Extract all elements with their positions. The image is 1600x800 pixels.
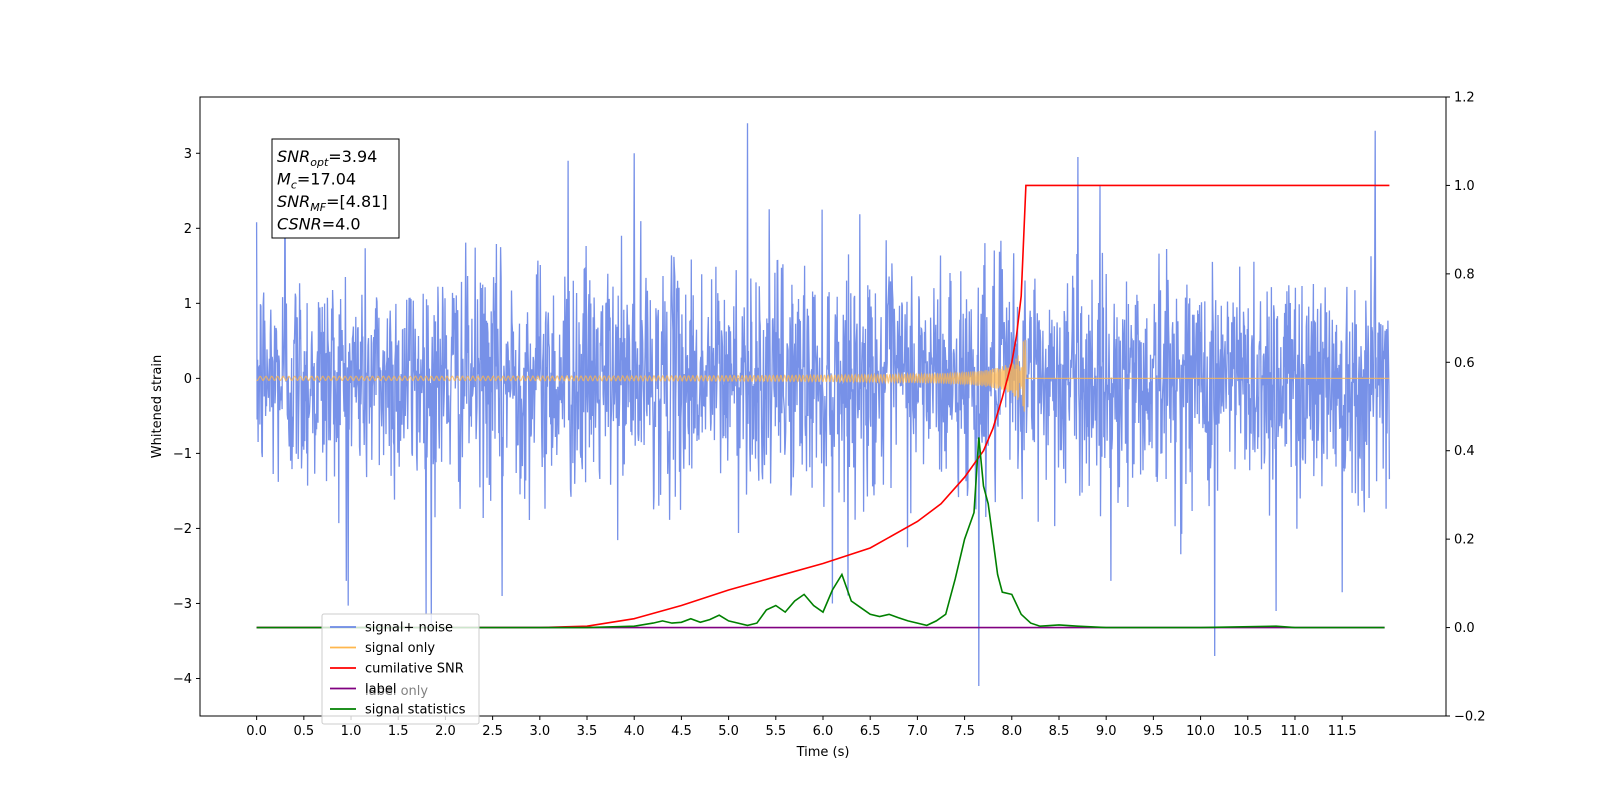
x-tick-label: 2.0	[435, 724, 456, 739]
signal-noise-line	[255, 123, 1391, 687]
y-left-tick-label: 1	[184, 297, 192, 312]
y-right-tick-label: 1.0	[1454, 179, 1475, 194]
x-tick-label: 7.5	[954, 724, 975, 739]
signal-only-line	[256, 339, 1390, 412]
info-line: SNRMF=[4.81]	[277, 192, 388, 214]
y-right-tick-label: 0.6	[1454, 356, 1475, 371]
legend: label only signal+ noise signal only cumila…	[321, 613, 480, 725]
y-right-tick-label: 0.8	[1454, 267, 1475, 282]
info-line: SNRopt=3.94	[277, 147, 377, 169]
x-axis-label: Time (s)	[796, 745, 850, 760]
x-tick-label: 4.0	[624, 724, 645, 739]
legend-label: cumilative SNR	[365, 662, 464, 677]
plot-area	[255, 123, 1391, 687]
x-tick-label: 0.0	[246, 724, 267, 739]
y-left-tick-label: −4	[173, 672, 192, 687]
x-tick-label: 1.5	[388, 724, 409, 739]
legend-label: label	[365, 682, 396, 697]
legend-frame	[321, 613, 480, 725]
x-tick-label: 8.5	[1049, 724, 1070, 739]
x-tick-label: 0.5	[293, 724, 314, 739]
y-right-axis-ticks: 1.2 1.0 0.8 0.6 0.4 0.2 0.0 −0.2	[1446, 91, 1486, 725]
x-tick-label: 6.0	[813, 724, 834, 739]
x-tick-label: 7.0	[907, 724, 928, 739]
x-tick-label: 10.0	[1186, 724, 1215, 739]
y-right-tick-label: 0.2	[1454, 533, 1475, 548]
signal-noise-series	[255, 123, 1391, 687]
x-tick-label: 11.5	[1328, 724, 1357, 739]
legend-label: signal only	[365, 641, 435, 656]
x-tick-label: 11.0	[1280, 724, 1309, 739]
y-left-tick-label: 3	[184, 147, 192, 162]
cumilative-snr-line	[256, 184, 1390, 629]
legend-label: signal statistics	[365, 703, 466, 718]
x-axis-ticks: 0.0 0.5 1.0 1.5 2.0 2.5 3.0 3.5 4.0 4.5 5.0 5.5 6.0 6…	[246, 716, 1357, 739]
x-tick-label: 8.0	[1001, 724, 1022, 739]
y-right-tick-label: −0.2	[1454, 710, 1486, 725]
y-right-tick-label: 1.2	[1454, 91, 1475, 106]
x-tick-label: 6.5	[860, 724, 881, 739]
legend-overlap-text: label only	[365, 684, 428, 699]
signal-statistics-line	[256, 437, 1385, 629]
x-tick-label: 4.5	[671, 724, 692, 739]
info-box-frame	[271, 138, 400, 239]
y-left-tick-label: 0	[184, 372, 192, 387]
info-line: CSNR=4.0	[277, 215, 361, 234]
y-right-tick-label: 0.4	[1454, 444, 1475, 459]
info-line: Mc=17.04	[277, 170, 356, 192]
legend-label: signal+ noise	[365, 621, 453, 636]
x-tick-label: 9.5	[1143, 724, 1164, 739]
x-tick-label: 3.0	[529, 724, 550, 739]
y-left-tick-label: 2	[184, 222, 192, 237]
x-tick-label: 2.5	[482, 724, 503, 739]
y-left-axis-ticks: 3 2 1 0 −1 −2 −3 −4	[173, 147, 200, 687]
y-left-tick-label: −2	[173, 522, 192, 537]
y-left-tick-label: −1	[173, 447, 192, 462]
x-tick-label: 10.5	[1233, 724, 1262, 739]
x-tick-label: 1.0	[341, 724, 362, 739]
y-left-tick-label: −3	[173, 597, 192, 612]
x-tick-label: 5.5	[765, 724, 786, 739]
y-right-tick-label: 0.0	[1454, 621, 1475, 636]
x-tick-label: 5.0	[718, 724, 739, 739]
x-tick-label: 3.5	[577, 724, 598, 739]
signal-only-series	[256, 339, 1390, 412]
x-tick-label: 9.0	[1096, 724, 1117, 739]
y-axis-label: Whitened strain	[150, 355, 165, 458]
